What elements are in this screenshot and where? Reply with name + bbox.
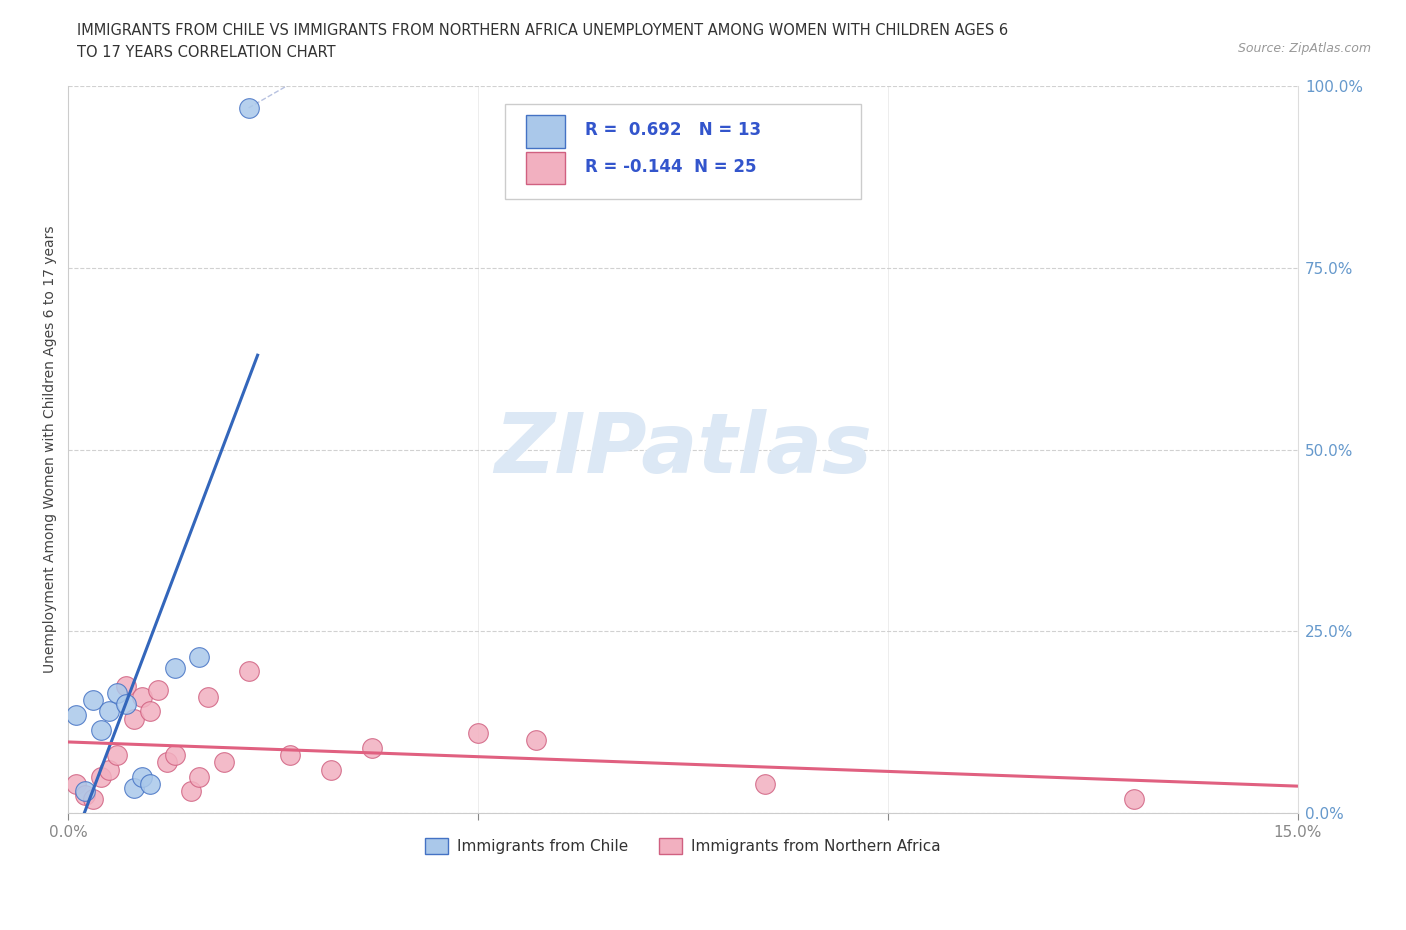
Point [131,689,153,704]
Y-axis label: Unemployment Among Women with Children Ages 6 to 17 years: Unemployment Among Women with Children A… [44,226,58,673]
Point [238,100,260,115]
Point [1123,791,1146,806]
Point [148,682,170,697]
Text: R =  0.692   N = 13: R = 0.692 N = 13 [585,122,761,140]
Point [82,791,104,806]
Legend: Immigrants from Chile, Immigrants from Northern Africa: Immigrants from Chile, Immigrants from N… [419,831,948,860]
Text: R = -0.144  N = 25: R = -0.144 N = 25 [585,158,756,176]
Point [65,777,87,791]
FancyBboxPatch shape [526,115,565,148]
Point [122,780,145,795]
Point [139,704,162,719]
Point [163,748,186,763]
Point [65,708,87,723]
Point [238,664,260,679]
Point [98,704,121,719]
Point [754,777,776,791]
Point [360,740,382,755]
Point [90,769,112,784]
Text: Source: ZipAtlas.com: Source: ZipAtlas.com [1237,42,1371,55]
Point [278,748,301,763]
Point [188,769,211,784]
Point [467,725,489,740]
Point [114,697,136,711]
FancyBboxPatch shape [505,104,862,199]
Point [122,711,145,726]
Point [197,689,219,704]
Point [163,660,186,675]
Text: TO 17 YEARS CORRELATION CHART: TO 17 YEARS CORRELATION CHART [77,45,336,60]
Point [90,722,112,737]
Point [139,777,162,791]
Point [155,755,177,770]
Point [524,733,547,748]
Point [131,769,153,784]
Point [73,784,96,799]
Point [319,762,342,777]
Point [212,755,235,770]
Text: IMMIGRANTS FROM CHILE VS IMMIGRANTS FROM NORTHERN AFRICA UNEMPLOYMENT AMONG WOME: IMMIGRANTS FROM CHILE VS IMMIGRANTS FROM… [77,23,1008,38]
Point [98,762,121,777]
Point [107,685,129,700]
Point [180,784,202,799]
Point [107,748,129,763]
Point [188,649,211,664]
FancyBboxPatch shape [526,152,565,184]
Point [73,788,96,803]
Point [114,679,136,694]
Text: ZIPatlas: ZIPatlas [494,409,872,490]
Point [82,693,104,708]
